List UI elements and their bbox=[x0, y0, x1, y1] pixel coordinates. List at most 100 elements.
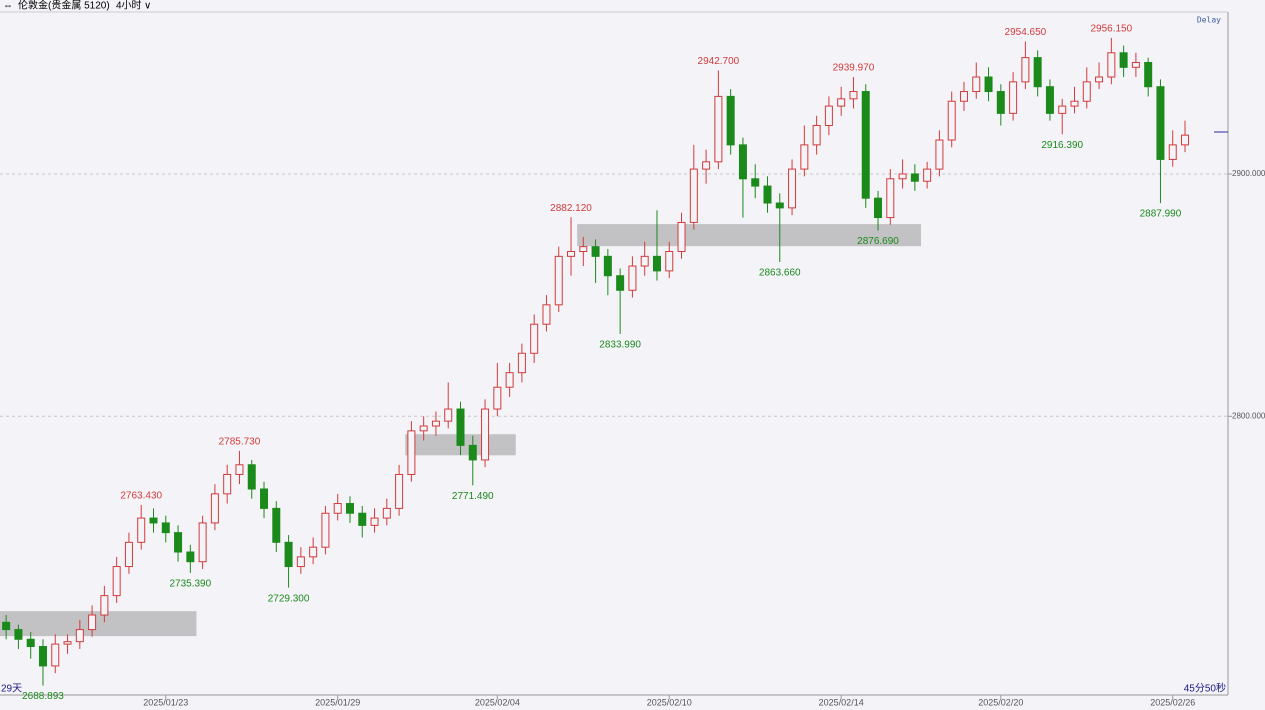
extreme-label: 2771.490 bbox=[452, 491, 494, 502]
extreme-label: 2863.660 bbox=[759, 268, 801, 279]
candle-body bbox=[88, 614, 97, 631]
extreme-label: 2833.990 bbox=[599, 340, 641, 351]
candle-body bbox=[616, 275, 625, 291]
candle-body bbox=[898, 173, 907, 180]
candle-body bbox=[567, 251, 576, 257]
extreme-label: 2882.120 bbox=[550, 203, 592, 214]
zone bbox=[0, 611, 197, 637]
candle-body bbox=[1168, 144, 1177, 160]
symbol[interactable]: 伦敦金(贵金属 5120) bbox=[18, 0, 110, 12]
candle-body bbox=[1095, 76, 1104, 83]
candle-body bbox=[603, 255, 612, 277]
candle-body bbox=[382, 507, 391, 519]
candle-body bbox=[137, 517, 146, 543]
x-tick-label: 2025/01/29 bbox=[315, 697, 360, 707]
candle-body bbox=[1156, 86, 1165, 160]
candle-body bbox=[910, 173, 919, 182]
candle-body bbox=[1131, 61, 1140, 68]
link-icon: ⇔ bbox=[3, 1, 13, 12]
x-tick-label: 2025/02/20 bbox=[978, 697, 1023, 707]
candle-body bbox=[296, 556, 305, 568]
candle-body bbox=[1070, 100, 1079, 107]
candle-body bbox=[689, 168, 698, 223]
candle-body bbox=[358, 512, 367, 526]
candle-body bbox=[1058, 105, 1067, 114]
extreme-label: 2763.430 bbox=[120, 491, 162, 502]
x-tick-label: 2025/02/10 bbox=[647, 697, 692, 707]
candle-body bbox=[542, 304, 551, 325]
candle-body bbox=[75, 629, 84, 643]
x-tick-label: 2025/02/26 bbox=[1150, 697, 1195, 707]
candle-body bbox=[665, 251, 674, 272]
candle-body bbox=[124, 541, 133, 568]
candle-body bbox=[652, 255, 661, 272]
candle-body bbox=[579, 246, 588, 253]
candle-body bbox=[235, 464, 244, 475]
candle-body bbox=[2, 621, 11, 631]
candle-body bbox=[812, 124, 821, 146]
candle-body bbox=[444, 408, 453, 422]
candle-body bbox=[726, 95, 735, 146]
extreme-label: 2954.650 bbox=[1005, 27, 1047, 38]
candle-body bbox=[468, 444, 477, 461]
candle-body bbox=[419, 425, 428, 432]
candle-body bbox=[751, 178, 760, 187]
candle-body bbox=[554, 255, 563, 306]
candle-body bbox=[702, 161, 711, 170]
candle-body bbox=[1082, 81, 1091, 102]
extreme-label: 2939.970 bbox=[833, 63, 875, 74]
candle-body bbox=[481, 408, 490, 461]
candle-body bbox=[38, 646, 47, 667]
candle-body bbox=[407, 430, 416, 475]
candle-body bbox=[874, 197, 883, 219]
extreme-label: 2735.390 bbox=[169, 579, 211, 590]
candle-body bbox=[800, 144, 809, 170]
period-caret[interactable]: ∨ bbox=[144, 1, 151, 12]
candle-body bbox=[959, 91, 968, 102]
candle-body bbox=[395, 473, 404, 509]
candle-body bbox=[996, 91, 1005, 114]
x-tick-label: 2025/02/04 bbox=[475, 697, 520, 707]
x-tick-label: 2025/02/14 bbox=[819, 697, 864, 707]
candle-body bbox=[1144, 61, 1153, 88]
candle-body bbox=[517, 352, 526, 374]
candle-body bbox=[63, 641, 72, 645]
candle-body bbox=[984, 76, 993, 93]
left-note: 29天 bbox=[1, 684, 22, 695]
candle-body bbox=[431, 420, 440, 427]
candle-body bbox=[284, 541, 293, 568]
candle-body bbox=[260, 488, 269, 509]
extreme-label: 2956.150 bbox=[1090, 24, 1132, 35]
y-tick-label: 2900.000 bbox=[1232, 169, 1265, 178]
candle-body bbox=[309, 546, 318, 558]
candle-body bbox=[333, 503, 342, 514]
candle-body bbox=[26, 638, 35, 648]
candle-body bbox=[161, 522, 170, 534]
candle-body bbox=[223, 473, 232, 495]
extreme-label: 2876.690 bbox=[857, 236, 899, 247]
candle-body bbox=[775, 202, 784, 209]
candle-body bbox=[100, 595, 109, 616]
candle-body bbox=[505, 372, 514, 388]
candle-body bbox=[677, 221, 686, 253]
candle-body bbox=[972, 76, 981, 93]
candle-body bbox=[321, 512, 330, 548]
candle-body bbox=[1021, 57, 1030, 83]
candle-body bbox=[1033, 57, 1042, 88]
candle-body bbox=[210, 493, 219, 524]
candle-body bbox=[493, 386, 502, 410]
candle-body bbox=[272, 507, 281, 543]
extreme-label: 2785.730 bbox=[219, 437, 261, 448]
candle-body bbox=[1119, 52, 1128, 68]
candle-body bbox=[1181, 134, 1190, 146]
candle-body bbox=[849, 91, 858, 100]
candle-body bbox=[149, 517, 158, 524]
period[interactable]: 4小时 bbox=[116, 0, 142, 12]
candle-body bbox=[345, 503, 354, 514]
candle-body bbox=[788, 168, 797, 209]
candle-body bbox=[112, 566, 121, 597]
candle-body bbox=[947, 100, 956, 141]
y-tick-label: 2800.000 bbox=[1232, 411, 1265, 420]
